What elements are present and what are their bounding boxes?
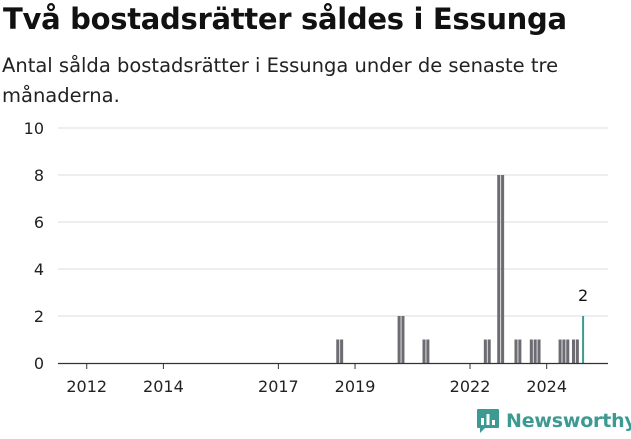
newsworthy-logo-icon (477, 409, 499, 433)
bar (518, 339, 522, 363)
bar-highlight (582, 316, 585, 363)
bar (397, 316, 401, 363)
x-tick-label-2019: 2019 (335, 377, 376, 396)
bars (336, 175, 585, 363)
bar (533, 339, 537, 363)
x-tick-label-2012: 2012 (66, 377, 107, 396)
bar (571, 339, 576, 363)
bar-chart: 0 2 4 6 8 10 2012 2014 2017 2019 2022 2024 2 (24, 119, 608, 396)
bar (575, 339, 579, 363)
x-tick-label-2024: 2024 (526, 377, 567, 396)
chart-subtitle: Antal sålda bostadsrätter i Essunga unde… (2, 54, 559, 107)
bar (537, 339, 541, 363)
x-tick-label-2017: 2017 (258, 377, 299, 396)
gridlines (58, 127, 608, 317)
annotations: 2 (578, 286, 588, 305)
y-tick-label-2: 2 (34, 307, 44, 326)
brand-name: Newsworthy (506, 410, 631, 432)
y-tick-label-8: 8 (34, 166, 44, 185)
bar (558, 339, 562, 363)
y-tick-label-4: 4 (34, 260, 44, 279)
bar (483, 339, 487, 363)
bar (562, 339, 566, 363)
bar (426, 339, 430, 363)
x-tick-label-2022: 2022 (450, 377, 491, 396)
bar (566, 339, 570, 363)
highlight-value-label: 2 (578, 286, 588, 305)
bar (401, 316, 405, 363)
bar (340, 339, 344, 363)
bar (529, 339, 533, 363)
bar (336, 339, 340, 363)
y-tick-label-10: 10 (24, 119, 44, 138)
y-tick-label-6: 6 (34, 213, 44, 232)
y-tick-label-0: 0 (34, 354, 44, 373)
bar (501, 175, 505, 363)
bar (422, 339, 426, 363)
chart-title: Två bostadsrätter såldes i Essunga (3, 2, 567, 36)
bar (497, 175, 501, 363)
brand-logo: Newsworthy (476, 405, 631, 437)
bar (514, 339, 518, 363)
y-axis: 0 2 4 6 8 10 (24, 119, 44, 373)
x-axis: 2012 2014 2017 2019 2022 2024 (58, 362, 608, 396)
bar (487, 339, 491, 363)
x-tick-label-2014: 2014 (143, 377, 184, 396)
